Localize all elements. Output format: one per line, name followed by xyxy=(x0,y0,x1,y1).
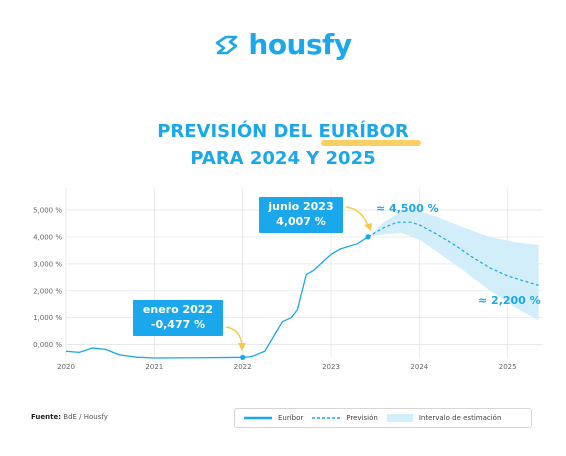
legend-item-euribor: Euríbor xyxy=(244,414,303,422)
arrow-junio-2023-head xyxy=(364,223,372,231)
y-tick-label: 5,000 % xyxy=(33,207,62,215)
euribor-series-line xyxy=(65,236,369,359)
chart-title-line2: PARA 2024 Y 2025 xyxy=(190,148,376,169)
brand-logo: housfy xyxy=(0,28,566,61)
arrow-enero-2022-head xyxy=(238,343,246,351)
title-prefix: PREVISIÓN DEL xyxy=(157,121,319,142)
legend-item-interval: Intervalo de estimación xyxy=(386,414,502,422)
y-tick-label: 2,000 % xyxy=(33,287,62,295)
y-tick-label: 0,000 % xyxy=(33,341,62,349)
x-tick-label: 2021 xyxy=(145,363,163,371)
legend-dashed-line-swatch xyxy=(312,417,341,419)
x-tick-label: 2024 xyxy=(410,363,428,371)
chart-legend: Euríbor Previsión Intervalo de estimació… xyxy=(234,408,532,428)
annotation-enero-2022-date: enero 2022 xyxy=(143,303,213,316)
point-junio-2023 xyxy=(365,234,371,240)
label-forecast-end: ≈ 2,200 % xyxy=(478,294,541,307)
legend-label: Previsión xyxy=(346,414,378,422)
title-highlight-underline xyxy=(321,140,421,146)
y-tick-label: 1,000 % xyxy=(33,314,62,322)
estimation-interval-band xyxy=(368,211,539,321)
x-tick-label: 2025 xyxy=(499,363,517,371)
legend-solid-line-swatch xyxy=(244,416,272,420)
chart-title-line1: PREVISIÓN DEL EURÍBOR xyxy=(0,121,566,142)
euribor-chart: 5,000 % 4,000 % 3,000 % 2,000 % 1,000 % 0,000… xyxy=(33,188,543,371)
annotation-enero-2022-box xyxy=(133,300,223,336)
legend-label: Euríbor xyxy=(278,414,304,422)
x-tick-label: 2020 xyxy=(57,363,75,371)
annotation-junio-2023-date: junio 2023 xyxy=(267,200,333,213)
legend-item-prevision: Previsión xyxy=(312,414,378,422)
annotation-junio-2023-box xyxy=(259,197,343,233)
x-tick-label: 2023 xyxy=(322,363,340,371)
x-tick-label: 2022 xyxy=(234,363,252,371)
y-tick-label: 3,000 % xyxy=(33,260,62,268)
brand-name: housfy xyxy=(248,28,352,61)
source-note: Fuente: BdE / Housfy xyxy=(31,413,108,421)
source-value: BdE / Housfy xyxy=(61,413,108,421)
arrow-junio-2023 xyxy=(345,206,369,227)
prevision-series-line xyxy=(367,221,539,286)
arrow-enero-2022 xyxy=(225,326,243,346)
label-forecast-high: ≈ 4,500 % xyxy=(376,202,439,215)
title-highlight: EURÍBOR xyxy=(318,121,409,142)
legend-band-swatch xyxy=(386,414,413,422)
y-tick-label: 4,000 % xyxy=(33,233,62,241)
source-label: Fuente: xyxy=(31,413,62,421)
housfy-logo-icon xyxy=(216,35,238,54)
point-enero-2022 xyxy=(240,354,246,360)
annotation-junio-2023-value: 4,007 % xyxy=(276,215,326,228)
legend-label: Intervalo de estimación xyxy=(418,414,502,422)
annotation-enero-2022-value: -0,477 % xyxy=(151,318,205,331)
